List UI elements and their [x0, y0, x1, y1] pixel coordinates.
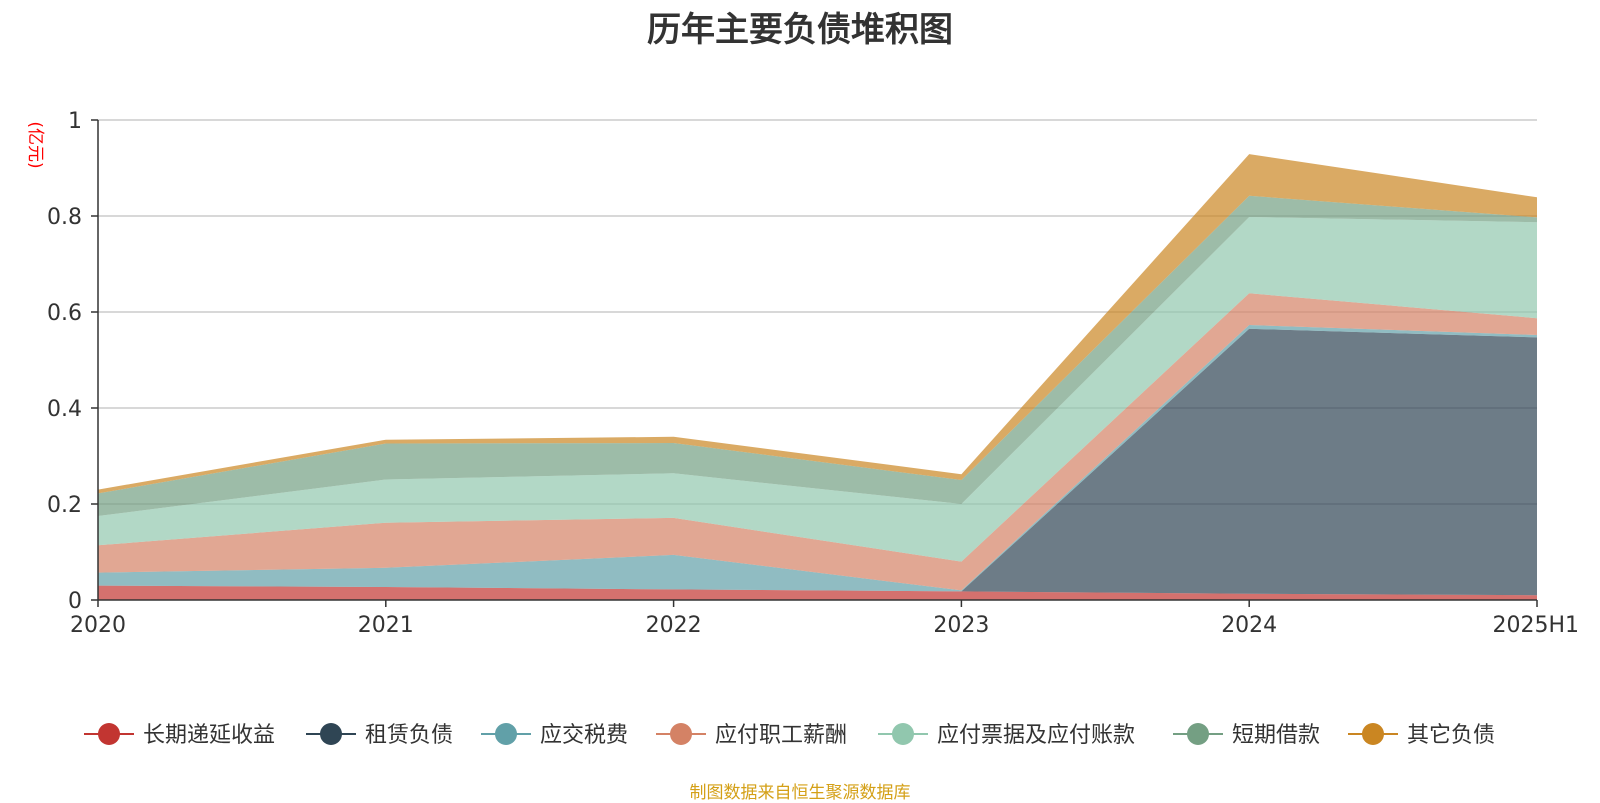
area-6 [98, 154, 1537, 494]
area-0 [98, 585, 1537, 600]
y-tick-label: 0.2 [47, 493, 82, 518]
axis-layer: 0 0.2 0.4 0.6 0.8 1 2020 2021 2022 2023 2024 2025H1 [47, 109, 1579, 638]
x-tick-label: 2020 [70, 613, 126, 638]
legend-label: 应付票据及应付账款 [937, 723, 1135, 748]
chart-title: 历年主要负债堆积图 [647, 10, 953, 50]
legend-item[interactable]: 租赁负债 [306, 723, 453, 748]
legend-label: 长期递延收益 [143, 723, 275, 748]
legend-label: 短期借款 [1232, 723, 1320, 748]
legend-item[interactable]: 应付职工薪酬 [656, 723, 847, 748]
legend-marker [1187, 723, 1209, 745]
legend-marker [892, 723, 914, 745]
legend-item[interactable]: 短期借款 [1173, 723, 1320, 748]
legend-label: 其它负债 [1407, 723, 1495, 748]
y-tick-label: 1 [68, 109, 82, 134]
legend-label: 应交税费 [540, 723, 628, 748]
area-4 [98, 217, 1537, 562]
legend-label: 应付职工薪酬 [715, 723, 847, 748]
legend-item[interactable]: 长期递延收益 [84, 723, 275, 748]
legend-item[interactable]: 其它负债 [1348, 723, 1495, 748]
legend-marker [670, 723, 692, 745]
area-1 [98, 328, 1537, 596]
y-tick-label: 0.4 [47, 397, 82, 422]
x-tick-label: 2021 [358, 613, 414, 638]
x-tick-label: 2023 [933, 613, 989, 638]
area-2 [98, 325, 1537, 592]
y-axis-label: (亿元) [25, 121, 45, 168]
x-tick-label: 2024 [1221, 613, 1277, 638]
legend-marker [98, 723, 120, 745]
legend-item[interactable]: 应交税费 [481, 723, 628, 748]
legend-marker [495, 723, 517, 745]
area-5 [98, 195, 1537, 517]
legend-label: 租赁负债 [365, 723, 453, 748]
x-tick-label: 2022 [646, 613, 702, 638]
legend: 长期递延收益 租赁负债 应交税费 应付职工薪酬 应付票据及应付账款 短期借款 其它负债 [84, 723, 1495, 748]
source-note: 制图数据来自恒生聚源数据库 [689, 783, 911, 803]
area-layer [98, 154, 1537, 600]
legend-marker [1362, 723, 1384, 745]
legend-item[interactable]: 应付票据及应付账款 [878, 723, 1135, 748]
area-3 [98, 293, 1537, 591]
y-tick-label: 0 [68, 589, 82, 614]
y-tick-label: 0.6 [47, 301, 82, 326]
legend-marker [320, 723, 342, 745]
x-tick-label: 2025H1 [1492, 613, 1579, 638]
y-tick-label: 0.8 [47, 205, 82, 230]
